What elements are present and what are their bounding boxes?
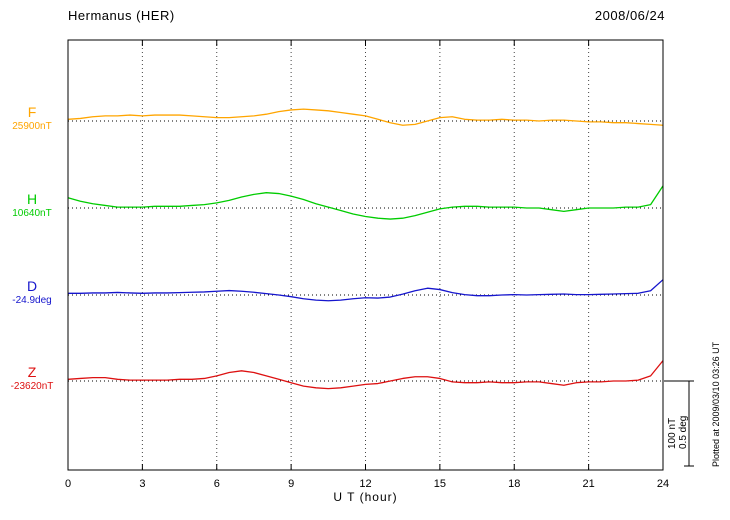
scale-bar-label-nt: 100 nT — [667, 417, 678, 449]
x-axis-label: U T (hour) — [333, 490, 398, 504]
plotted-at-note: Plotted at 2009/03/10 03:26 UT — [711, 341, 721, 467]
x-tick-label: 9 — [288, 478, 294, 490]
channel-base-value-Z: -23620nT — [10, 381, 54, 392]
channel-label-H: H 10640nT — [2, 191, 62, 219]
channel-label-D: D -24.9deg — [2, 278, 62, 306]
trace-F — [67, 108, 664, 126]
scale-bar-label: 100 nT 0.5 deg — [667, 416, 689, 449]
channel-base-value-D: -24.9deg — [12, 295, 52, 306]
plot-frame — [67, 39, 664, 471]
channel-letter-Z: Z — [27, 364, 37, 380]
x-tick-label: 3 — [139, 478, 145, 490]
trace-Z — [67, 360, 664, 390]
channel-letter-D: D — [26, 278, 38, 294]
x-tick-label: 18 — [508, 478, 520, 490]
x-tick-label: 21 — [583, 478, 595, 490]
plot-date: 2008/06/24 — [594, 8, 665, 23]
channel-letter-F: F — [27, 104, 37, 120]
x-tick-label: 15 — [434, 478, 446, 490]
x-tick-label: 6 — [214, 478, 220, 490]
channel-base-value-H: 10640nT — [12, 208, 52, 219]
scale-bar-label-deg: 0.5 deg — [678, 415, 689, 449]
trace-H — [67, 185, 664, 220]
station-title: Hermanus (HER) — [68, 8, 175, 23]
channel-base-value-F: 25900nT — [12, 121, 52, 132]
channel-letter-H: H — [26, 191, 38, 207]
x-tick-label: 12 — [359, 478, 371, 490]
x-tick-label: 0 — [65, 478, 71, 490]
channel-label-F: F 25900nT — [2, 104, 62, 132]
x-tick-label: 24 — [657, 478, 669, 490]
channel-label-Z: Z -23620nT — [2, 364, 62, 392]
trace-D — [68, 279, 664, 302]
